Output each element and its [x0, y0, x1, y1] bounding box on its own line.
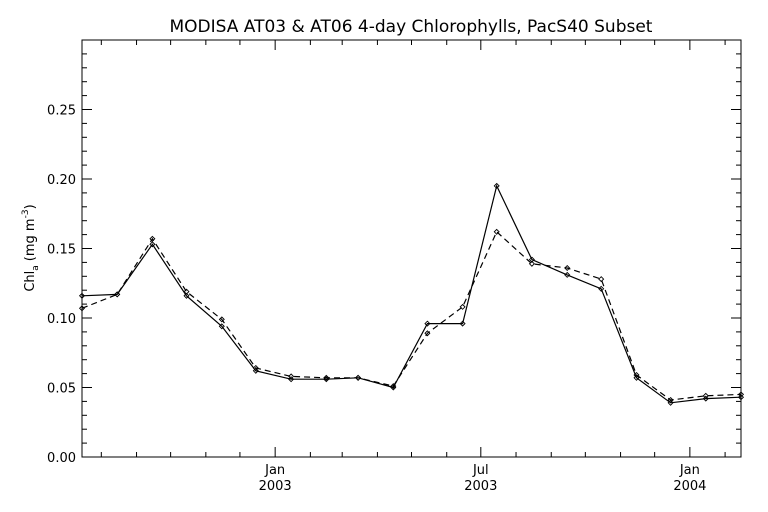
- data-point: [564, 271, 571, 278]
- chart-title: MODISA AT03 & AT06 4-day Chlorophylls, P…: [170, 17, 653, 37]
- x-tick-year: 2004: [673, 479, 706, 494]
- data-point: [218, 316, 225, 323]
- data-point: [323, 374, 330, 381]
- y-tick-label: 0.10: [47, 312, 76, 327]
- data-point: [390, 383, 397, 390]
- data-point: [355, 374, 362, 381]
- y-label-sub: a: [31, 265, 41, 271]
- data-point: [149, 235, 156, 242]
- y-tick-label: 0.05: [47, 382, 76, 397]
- data-point: [493, 228, 500, 235]
- series-line-1: [81, 184, 742, 404]
- y-label-main: Chl: [23, 271, 38, 292]
- y-tick-label: 0.20: [47, 173, 76, 188]
- x-tick-month: Jan: [679, 463, 700, 478]
- data-point: [564, 264, 571, 272]
- data-point: [114, 291, 121, 298]
- series-layer: [78, 182, 745, 406]
- data-point: [149, 241, 156, 248]
- data-point: [528, 260, 535, 267]
- data-point: [667, 396, 674, 404]
- data-point: [78, 292, 86, 299]
- data-point: [218, 323, 225, 330]
- y-tick-label: 0.15: [47, 243, 76, 258]
- data-point: [702, 395, 709, 402]
- data-point: [633, 374, 640, 381]
- axes: 0.000.050.100.150.200.25Jan2003Jul2003Ja…: [47, 39, 741, 494]
- data-point: [288, 373, 295, 380]
- data-point: [702, 392, 709, 399]
- series-line-2: [81, 230, 742, 401]
- data-point: [288, 376, 295, 383]
- data-point: [424, 320, 431, 327]
- data-point: [424, 330, 431, 337]
- data-point: [459, 303, 466, 310]
- data-point: [252, 364, 259, 372]
- data-point: [183, 292, 190, 299]
- data-point: [78, 305, 86, 312]
- x-tick-year: 2003: [259, 479, 292, 494]
- data-point: [667, 399, 674, 406]
- y-label-close: ): [23, 204, 38, 209]
- plot-frame: [81, 39, 742, 458]
- data-point: [737, 394, 745, 401]
- data-point: [183, 288, 190, 295]
- y-tick-label: 0.25: [47, 104, 76, 119]
- x-tick-month: Jan: [264, 463, 285, 478]
- y-axis-label: Chla (mg m-3): [21, 204, 41, 291]
- data-point: [737, 391, 745, 398]
- y-label-exp: -3: [21, 209, 31, 218]
- data-point: [633, 371, 640, 379]
- data-point: [493, 182, 500, 189]
- y-tick-label: 0.00: [47, 451, 76, 466]
- x-tick-year: 2003: [464, 479, 497, 494]
- data-point: [598, 285, 605, 292]
- y-label-unit: (mg m: [23, 218, 38, 261]
- x-tick-month: Jul: [472, 463, 489, 478]
- data-point: [598, 276, 605, 283]
- data-point: [252, 367, 259, 374]
- data-point: [459, 320, 466, 327]
